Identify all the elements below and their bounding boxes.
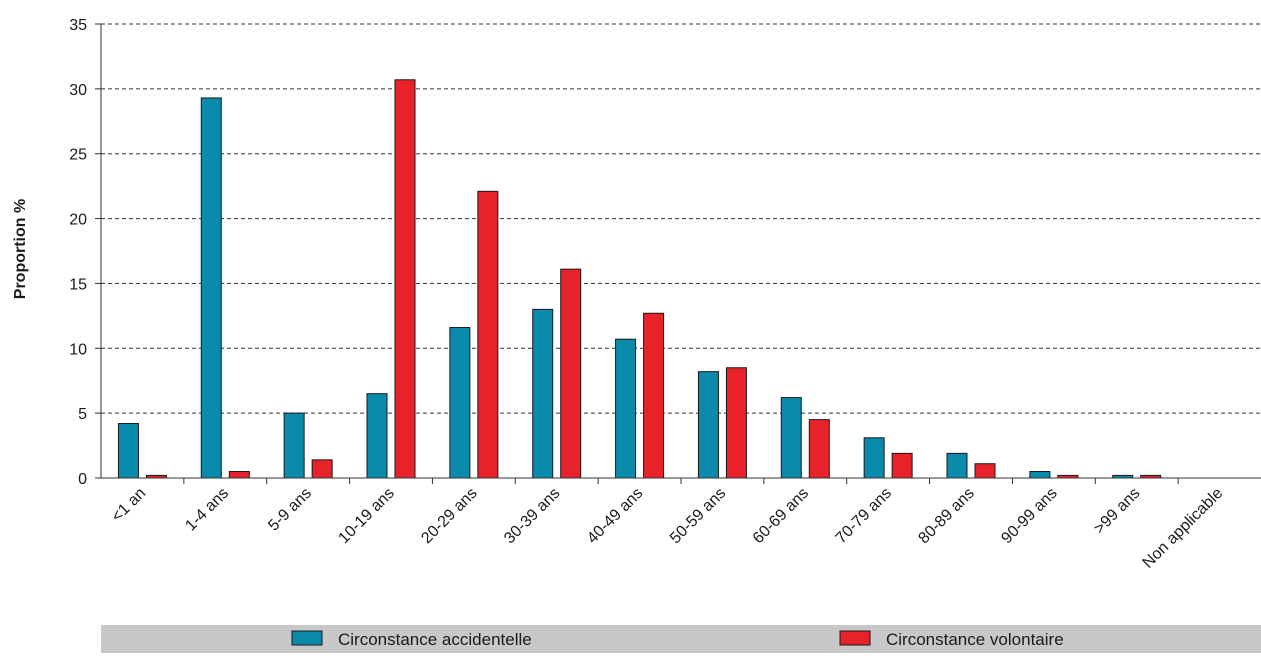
x-tick-label: 30-39 ans <box>501 485 563 547</box>
bar-accidentelle <box>366 393 388 479</box>
bar-volontaire <box>228 471 250 479</box>
x-tick-label: 80-89 ans <box>915 485 977 547</box>
gridlines <box>101 23 1261 414</box>
legend: Circonstance accidentelle Circonstance vo… <box>291 630 1064 649</box>
bar-accidentelle <box>1029 471 1051 479</box>
bar-accidentelle <box>697 371 719 479</box>
bar-accidentelle <box>283 412 305 479</box>
y-tick-label: 25 <box>69 147 87 164</box>
x-tick-label: >99 ans <box>1091 485 1144 538</box>
legend-swatch <box>291 630 323 646</box>
bar-accidentelle <box>117 423 139 479</box>
legend-label: Circonstance accidentelle <box>338 630 532 649</box>
x-tick-label: 5-9 ans <box>265 485 315 535</box>
legend-background <box>101 625 1261 653</box>
y-tick-label: 30 <box>69 82 87 99</box>
x-tick-label: 20-29 ans <box>418 485 480 547</box>
bar-accidentelle <box>200 97 222 479</box>
x-tick-label: 70-79 ans <box>833 485 895 547</box>
bar-volontaire <box>891 452 913 479</box>
y-tick-label: 35 <box>69 17 87 34</box>
bar-volontaire <box>643 312 665 479</box>
y-tick-label: 0 <box>78 471 87 488</box>
bar-volontaire <box>560 268 582 479</box>
x-tick-label: 40-49 ans <box>584 485 646 547</box>
x-tick-label: 90-99 ans <box>998 485 1060 547</box>
x-tick-label: 1-4 ans <box>182 485 232 535</box>
legend-swatch <box>839 630 871 646</box>
bar-accidentelle <box>532 308 554 479</box>
tick-labels: 0 5 10 15 20 25 30 35 <1 an 1-4 ans 5-9 ans 10-19 a… <box>69 17 1226 572</box>
x-tick-label: <1 an <box>109 485 150 526</box>
y-tick-label: 5 <box>78 406 87 423</box>
bar-accidentelle <box>863 437 885 479</box>
x-tick-label: 60-69 ans <box>750 485 812 547</box>
y-tick-label: 15 <box>69 276 87 293</box>
y-tick-label: 10 <box>69 341 87 358</box>
bar-volontaire <box>808 419 830 479</box>
y-tick-label: 20 <box>69 212 87 229</box>
bar-volontaire <box>725 367 747 479</box>
x-tick-label: Non applicable <box>1140 485 1227 572</box>
bar-accidentelle <box>946 452 968 479</box>
bar-accidentelle <box>449 327 471 479</box>
bar-volontaire <box>477 190 499 479</box>
legend-label: Circonstance volontaire <box>886 630 1064 649</box>
bar-accidentelle <box>615 338 637 479</box>
x-tick-label: 10-19 ans <box>335 485 397 547</box>
bar-volontaire <box>311 459 333 479</box>
x-tick-label: 50-59 ans <box>667 485 729 547</box>
axes <box>95 23 1261 484</box>
bar-accidentelle <box>780 397 802 479</box>
bar-volontaire <box>974 463 996 479</box>
y-axis-title: Proportion % <box>12 199 29 299</box>
bars <box>117 79 1162 479</box>
bar-volontaire <box>394 79 416 479</box>
